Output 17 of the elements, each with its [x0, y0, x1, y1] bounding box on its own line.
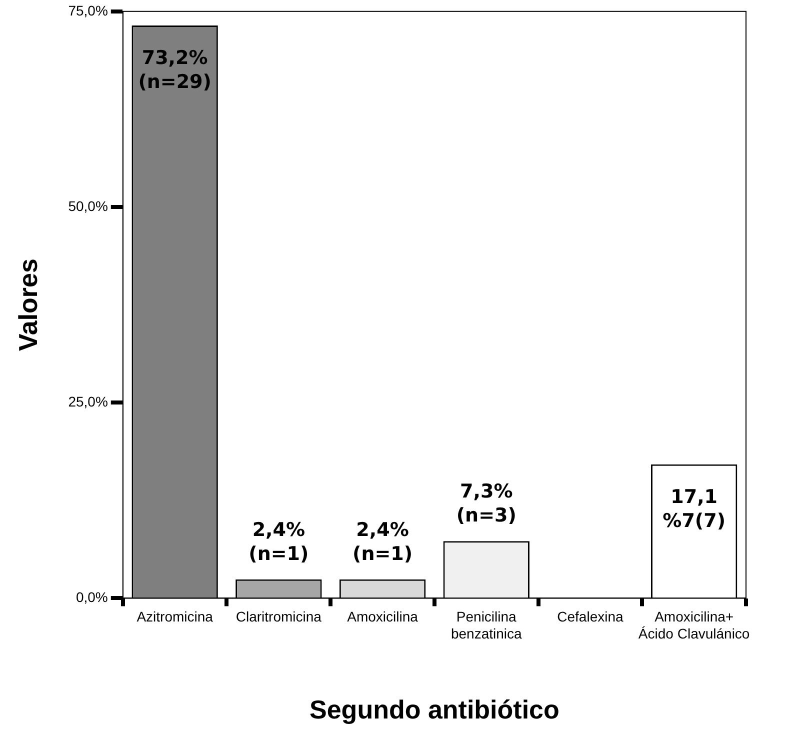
data-label: 2,4% (n=1)	[352, 518, 413, 565]
x-tick-label: Cefalexina	[557, 608, 624, 624]
y-axis-title: Valores	[12, 258, 43, 352]
x-tick-label: Azitromicina	[136, 608, 214, 624]
y-tick-label: 75,0%	[68, 2, 108, 18]
y-tick-label: 50,0%	[68, 198, 108, 214]
y-tick-label: 0,0%	[76, 589, 108, 606]
data-label: 2,4% (n=1)	[248, 518, 309, 565]
x-tick-label: Claritromicina	[236, 608, 322, 624]
x-tick-label: Penicilina benzatinica	[450, 608, 522, 642]
x-tick-label: Amoxicilina+ Ácido Clavulánico	[638, 608, 750, 642]
data-label: 17,1 %7(7)	[662, 486, 726, 532]
y-tick-label: 25,0%	[68, 393, 108, 410]
data-label: 7,3% (n=3)	[456, 480, 516, 527]
x-axis-title: Segundo antibiótico	[310, 694, 560, 725]
data-label: 73,2% (n=29)	[138, 46, 212, 93]
x-tick-label: Amoxicilina	[347, 608, 418, 624]
